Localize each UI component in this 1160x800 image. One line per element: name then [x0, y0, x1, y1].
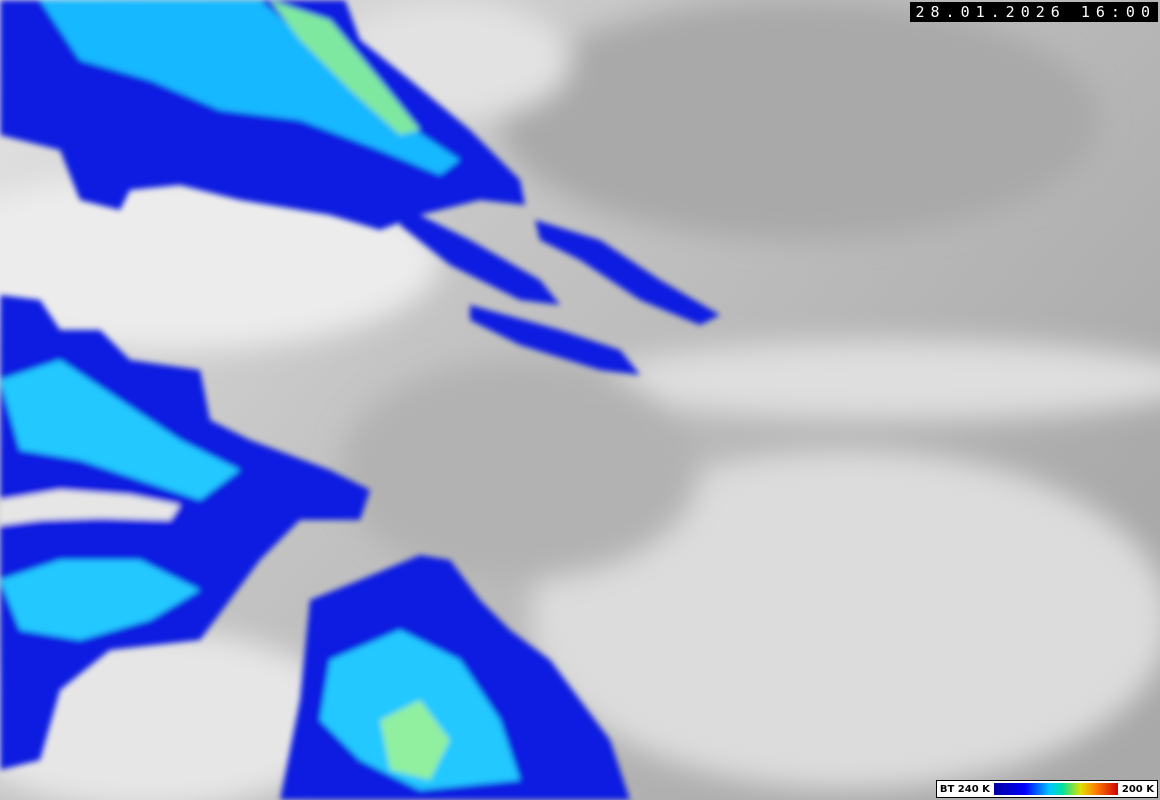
- legend-color-bar: [993, 783, 1118, 795]
- timestamp: 28.01.2026 16:00: [909, 2, 1158, 22]
- cold-cloud-tops: [0, 0, 720, 800]
- color-legend: BT 240 K 200 K: [935, 780, 1158, 798]
- legend-high-label: 200 K: [1121, 783, 1154, 795]
- legend-low-label: BT 240 K: [939, 783, 990, 795]
